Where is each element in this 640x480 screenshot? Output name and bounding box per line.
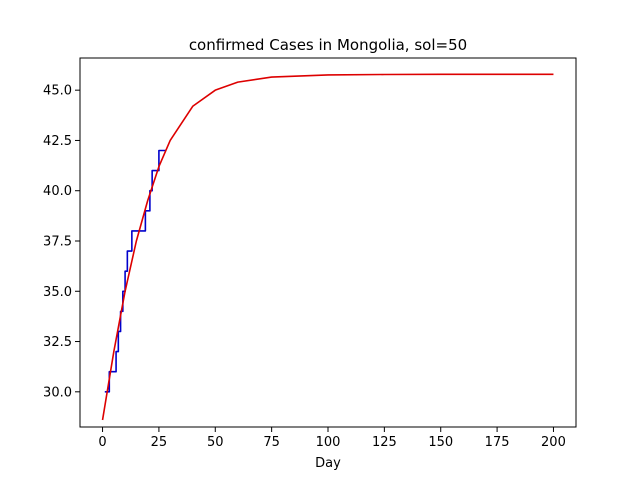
x-tick-label: 150 xyxy=(428,435,453,450)
plot-area: 0 25 50 75 100 125 150 175 200 30.0 32.5 35.0 37.5 40… xyxy=(43,57,577,450)
x-tick-label: 100 xyxy=(316,435,341,450)
y-tick-label: 35.0 xyxy=(43,285,72,300)
y-tick-label: 42.5 xyxy=(43,134,72,149)
chart-title: confirmed Cases in Mongolia, sol=50 xyxy=(189,36,467,54)
y-tick-label: 37.5 xyxy=(43,234,72,249)
y-tick-label: 30.0 xyxy=(43,385,72,400)
x-tick-label: 175 xyxy=(485,435,510,450)
x-axis-label: Day xyxy=(315,456,341,471)
x-tick-label: 25 xyxy=(151,435,168,450)
observed-cases-line xyxy=(104,149,166,393)
y-tick-label: 40.0 xyxy=(43,184,72,199)
x-tick-label: 0 xyxy=(98,435,106,450)
x-tick-label: 125 xyxy=(372,435,397,450)
plot-frame xyxy=(79,57,577,428)
fitted-curve-line xyxy=(101,73,554,421)
y-tick-label: 32.5 xyxy=(43,335,72,350)
x-tick-label: 50 xyxy=(207,435,224,450)
y-tick-label: 45.0 xyxy=(43,84,72,99)
x-tick-label: 75 xyxy=(263,435,280,450)
x-tick-label: 200 xyxy=(541,435,566,450)
